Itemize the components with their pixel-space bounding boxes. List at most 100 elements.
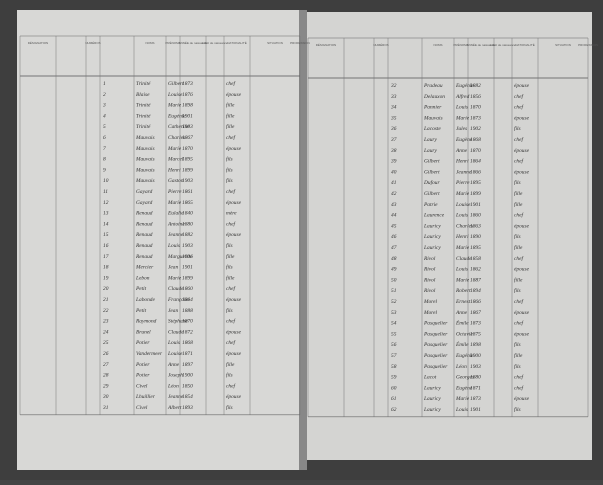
birth-year: 1858 <box>470 256 481 262</box>
situation: chef <box>226 285 236 292</box>
birth-year: 1864 <box>470 159 481 165</box>
situation: chef <box>514 93 524 100</box>
birth-year: 1840 <box>182 211 193 217</box>
situation: chef <box>514 104 524 111</box>
situation: épouse <box>226 92 242 98</box>
surname: Pasquelier <box>423 331 448 337</box>
birth-year: 1899 <box>470 191 481 197</box>
first-name: Henri <box>455 159 469 165</box>
column-header: PRÉNOMS <box>165 40 180 45</box>
first-name: Eugénie <box>455 353 474 359</box>
birth-year: 1873 <box>470 321 481 327</box>
situation: fils <box>514 125 521 132</box>
situation: épouse <box>514 267 530 273</box>
surname: Gayard <box>136 200 153 206</box>
situation: épouse <box>514 115 530 121</box>
birth-year: 1867 <box>182 135 193 141</box>
birth-year: 1880 <box>182 221 193 227</box>
situation: fils <box>514 363 521 370</box>
row-number: 57 <box>391 353 397 359</box>
situation: épouse <box>226 329 242 335</box>
surname: Mauvais <box>423 115 443 121</box>
surname: Mercier <box>135 265 154 271</box>
column-header: DÉSIGNATION <box>316 42 336 47</box>
birth-year: 1860 <box>182 286 193 292</box>
birth-year: 1895 <box>470 180 481 186</box>
row-number: 12 <box>103 200 109 206</box>
surname: Laurence <box>423 213 445 219</box>
row-number: 8 <box>103 157 106 163</box>
birth-year: 1870 <box>470 105 481 111</box>
row-number: 61 <box>391 396 397 402</box>
first-name: Louis <box>455 267 468 273</box>
column-header: SITUATION <box>267 41 283 45</box>
situation: fille <box>226 361 235 368</box>
row-number: 60 <box>391 385 397 391</box>
birth-year: 1901 <box>182 265 193 271</box>
row-number: 40 <box>391 169 397 175</box>
column-header: NOMS <box>434 43 443 47</box>
birth-year: 1895 <box>182 157 193 163</box>
surname: Renaud <box>135 254 153 260</box>
birth-year: 1871 <box>470 385 481 391</box>
birth-year: 1903 <box>470 364 481 370</box>
row-number: 18 <box>103 265 109 271</box>
situation: chef <box>514 320 524 327</box>
situation: fils <box>514 287 521 294</box>
birth-year: 1906 <box>182 254 193 260</box>
situation: fils <box>514 179 521 186</box>
first-name: Stéphane <box>168 319 188 325</box>
birth-year: 1898 <box>182 103 193 109</box>
surname: Dufour <box>423 179 440 186</box>
right-page <box>305 12 592 460</box>
situation: fils <box>226 307 233 314</box>
first-name: Louise <box>167 351 183 357</box>
surname: Lacoste <box>423 126 441 132</box>
column-header: PROFESSION <box>290 41 310 45</box>
row-number: 9 <box>103 167 106 173</box>
situation: fils <box>226 166 233 173</box>
row-number: 19 <box>103 275 109 281</box>
situation: épouse <box>514 331 530 337</box>
first-name: Léon <box>455 364 467 370</box>
first-name: Joseph <box>168 373 183 379</box>
first-name: Claude <box>168 286 184 292</box>
column-header: ANNÉE de naissance <box>179 40 208 45</box>
row-number: 38 <box>390 148 397 154</box>
surname: Vandermeer <box>136 351 163 357</box>
birth-year: 1902 <box>470 126 481 132</box>
birth-year: 1895 <box>470 245 481 251</box>
birth-year: 1850 <box>182 383 193 389</box>
first-name: Antoine <box>167 221 185 227</box>
surname: Brunel <box>136 329 151 335</box>
first-name: Louis <box>167 340 180 346</box>
surname: Pasquelier <box>423 364 448 370</box>
first-name: Alfred <box>455 93 470 100</box>
row-number: 14 <box>103 221 109 227</box>
birth-year: 1860 <box>470 213 481 219</box>
surname: Civel <box>136 405 148 411</box>
situation: fille <box>514 190 523 197</box>
surname: Blaise <box>136 92 150 98</box>
surname: Rivol <box>423 288 436 294</box>
birth-year: 1894 <box>470 288 481 294</box>
row-number: 46 <box>391 234 397 240</box>
birth-year: 1867 <box>470 310 481 316</box>
birth-year: 1899 <box>182 167 193 173</box>
first-name: Anne <box>455 148 468 154</box>
first-name: Catherine <box>168 124 190 130</box>
surname: Lauricy <box>423 223 441 229</box>
first-name: Charles <box>456 223 473 229</box>
surname: Gilbert <box>424 169 440 175</box>
first-name: Henri <box>167 167 181 173</box>
first-name: Émile <box>455 340 469 348</box>
first-name: Anne <box>167 362 180 368</box>
first-name: Jeanne <box>168 394 184 400</box>
situation: chef <box>514 212 524 219</box>
birth-year: 1871 <box>182 351 193 357</box>
situation: chef <box>226 80 236 87</box>
first-name: Marie <box>455 245 470 251</box>
surname: Rivol <box>423 277 436 283</box>
situation: épouse <box>514 396 530 402</box>
